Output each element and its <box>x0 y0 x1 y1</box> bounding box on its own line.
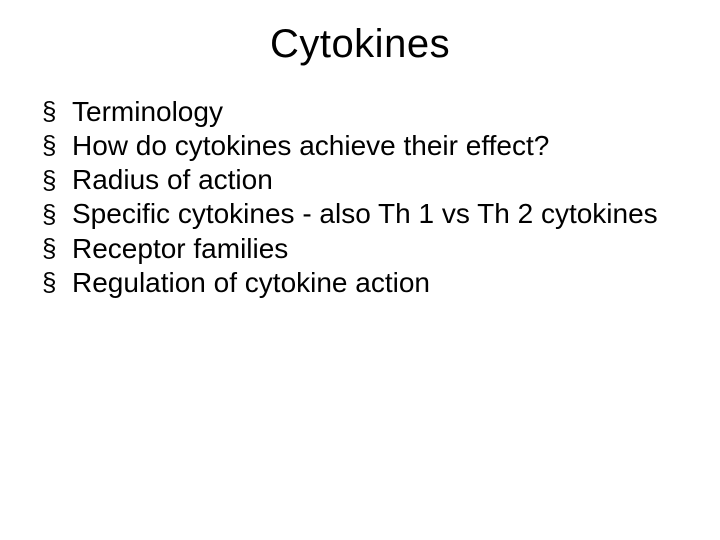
bullet-text: Terminology <box>72 96 223 127</box>
list-item: § Radius of action <box>42 163 720 197</box>
slide-title: Cytokines <box>0 22 720 67</box>
bullet-marker-icon: § <box>42 267 56 299</box>
bullet-text: Specific cytokines - also Th 1 vs Th 2 c… <box>72 198 658 229</box>
bullet-text: Receptor families <box>72 233 288 264</box>
bullet-marker-icon: § <box>42 130 56 162</box>
list-item: § Terminology <box>42 95 720 129</box>
bullet-marker-icon: § <box>42 165 56 197</box>
bullet-marker-icon: § <box>42 96 56 128</box>
bullet-text: Regulation of cytokine action <box>72 267 430 298</box>
bullet-marker-icon: § <box>42 233 56 265</box>
list-item: § Regulation of cytokine action <box>42 266 720 300</box>
bullet-marker-icon: § <box>42 199 56 231</box>
list-item: § How do cytokines achieve their effect? <box>42 129 720 163</box>
slide: Cytokines § Terminology § How do cytokin… <box>0 0 720 540</box>
list-item: § Specific cytokines - also Th 1 vs Th 2… <box>42 197 720 231</box>
bullet-list: § Terminology § How do cytokines achieve… <box>0 95 720 300</box>
bullet-text: Radius of action <box>72 164 273 195</box>
list-item: § Receptor families <box>42 232 720 266</box>
bullet-text: How do cytokines achieve their effect? <box>72 130 549 161</box>
